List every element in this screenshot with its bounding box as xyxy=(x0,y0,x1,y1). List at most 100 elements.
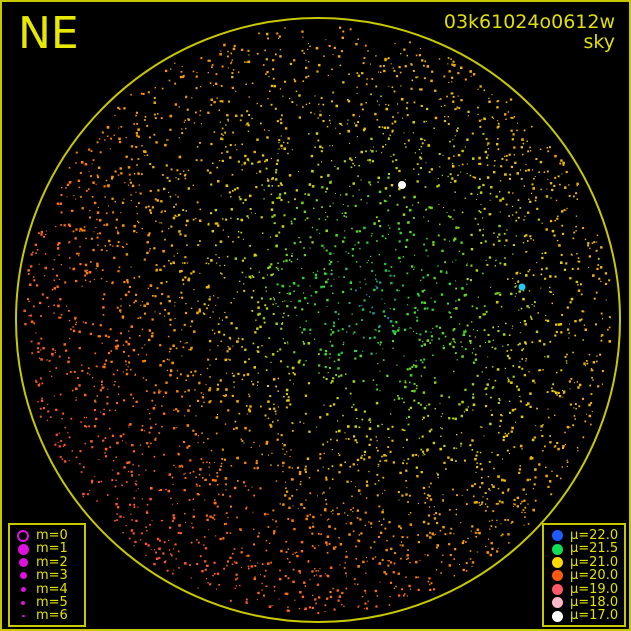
star xyxy=(515,421,517,423)
star xyxy=(224,264,226,266)
star xyxy=(450,341,452,343)
star xyxy=(430,331,432,333)
star xyxy=(474,217,477,220)
star xyxy=(351,227,353,230)
star xyxy=(123,198,125,200)
star xyxy=(282,471,284,473)
star xyxy=(249,560,251,562)
star xyxy=(387,224,389,226)
star xyxy=(546,319,550,323)
star xyxy=(170,225,173,228)
star xyxy=(525,274,528,277)
star xyxy=(291,422,294,424)
star xyxy=(85,189,88,192)
star xyxy=(266,585,268,587)
star xyxy=(355,43,358,46)
star xyxy=(316,426,318,428)
star xyxy=(270,103,273,106)
star xyxy=(518,290,521,293)
star xyxy=(205,514,208,517)
star xyxy=(487,142,490,145)
star xyxy=(209,59,211,62)
star xyxy=(417,402,420,405)
star xyxy=(243,289,246,292)
star xyxy=(155,551,157,554)
star xyxy=(208,401,211,404)
star xyxy=(427,255,429,257)
star xyxy=(329,115,331,117)
star xyxy=(145,390,148,392)
star xyxy=(515,285,517,287)
star xyxy=(425,162,427,164)
star xyxy=(158,432,161,434)
star xyxy=(250,212,252,214)
star xyxy=(134,299,137,302)
star xyxy=(417,201,420,204)
star xyxy=(520,146,523,149)
star xyxy=(223,458,226,461)
star xyxy=(354,122,356,124)
star xyxy=(549,275,552,278)
brightness-swatch-icon xyxy=(544,583,570,595)
star xyxy=(300,540,304,544)
star xyxy=(512,192,514,194)
star xyxy=(485,137,488,140)
star xyxy=(317,163,320,166)
star xyxy=(200,392,203,394)
star xyxy=(325,541,328,544)
star xyxy=(27,273,30,275)
star xyxy=(247,217,250,219)
star xyxy=(497,120,499,122)
star xyxy=(420,279,422,282)
star xyxy=(285,388,289,392)
star xyxy=(75,321,78,324)
star xyxy=(512,325,514,327)
star xyxy=(499,425,501,427)
star xyxy=(560,159,563,162)
star xyxy=(397,491,400,494)
star xyxy=(330,260,333,264)
star xyxy=(190,541,193,544)
star xyxy=(299,421,301,423)
star xyxy=(352,511,354,513)
star xyxy=(381,559,384,561)
star xyxy=(143,258,146,261)
star xyxy=(377,363,379,365)
star xyxy=(265,167,268,170)
star xyxy=(315,291,318,294)
star xyxy=(93,279,95,281)
star xyxy=(150,335,154,338)
star xyxy=(305,499,307,501)
star xyxy=(575,215,578,217)
star xyxy=(504,245,506,247)
star xyxy=(458,250,461,252)
star xyxy=(404,179,406,181)
star xyxy=(275,266,278,269)
star xyxy=(77,252,79,254)
star xyxy=(347,119,349,121)
star xyxy=(566,425,570,429)
star xyxy=(163,541,166,544)
star xyxy=(377,465,379,467)
star xyxy=(370,522,373,525)
star xyxy=(374,112,377,116)
star xyxy=(239,528,242,531)
star xyxy=(354,425,357,428)
star xyxy=(302,36,304,38)
magnitude-legend: m=0 m=1 m=2 m=3 m=4 m=5 m=6 xyxy=(8,523,86,627)
star xyxy=(192,429,195,432)
star xyxy=(415,54,418,57)
star xyxy=(438,337,441,340)
star xyxy=(290,449,292,451)
star xyxy=(95,417,98,420)
star xyxy=(337,329,340,332)
star xyxy=(432,354,434,356)
star xyxy=(364,44,367,47)
star xyxy=(474,336,476,338)
star xyxy=(435,512,438,515)
star xyxy=(348,302,351,304)
star xyxy=(557,447,560,451)
star xyxy=(286,305,289,308)
star xyxy=(238,412,241,415)
star xyxy=(195,415,197,417)
